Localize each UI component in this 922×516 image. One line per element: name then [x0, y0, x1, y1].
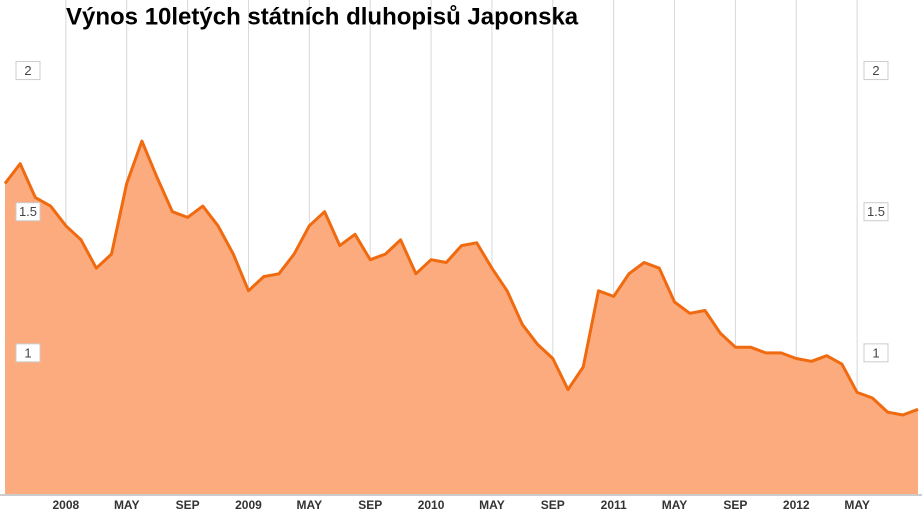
y-tick-label-right: 1: [872, 345, 879, 360]
x-tick-label: MAY: [114, 498, 140, 512]
x-tick-label: 2011: [601, 498, 627, 512]
x-tick-label: 2009: [235, 498, 262, 512]
y-tick-label-right: 1.5: [867, 204, 885, 219]
y-tick-label-left: 1.5: [19, 204, 37, 219]
y-tick-box-left: [15, 343, 41, 363]
x-tick-label: SEP: [723, 498, 747, 512]
x-tick-label: MAY: [844, 498, 870, 512]
y-tick-box-left: [15, 202, 41, 222]
y-tick-box-left: [15, 61, 41, 81]
x-tick-label: 2010: [418, 498, 445, 512]
area: [5, 141, 918, 494]
x-tick-label: SEP: [541, 498, 565, 512]
x-tick-label: 2008: [53, 498, 80, 512]
x-tick-label: MAY: [479, 498, 505, 512]
x-tick-label: SEP: [358, 498, 382, 512]
y-tick-label-left: 2: [24, 63, 31, 78]
y-tick-box-right: [863, 343, 889, 363]
x-tick-label: MAY: [297, 498, 323, 512]
x-tick-label: 2012: [783, 498, 810, 512]
x-tick-label: MAY: [662, 498, 688, 512]
line: [3, 139, 919, 417]
chart-title: Výnos 10letých státních dluhopisů Japons…: [66, 3, 579, 30]
y-tick-label-left: 1: [24, 345, 31, 360]
y-tick-box-right: [863, 61, 889, 81]
axes: 2008 MAY SEP 2009 MAY SEP 2010 MAY SEP 2011 MAY SEP…: [0, 61, 922, 512]
y-tick-box-right: [863, 202, 889, 222]
plot: [3, 139, 919, 494]
y-tick-label-right: 2: [872, 63, 879, 78]
x-tick-label: SEP: [176, 498, 200, 512]
